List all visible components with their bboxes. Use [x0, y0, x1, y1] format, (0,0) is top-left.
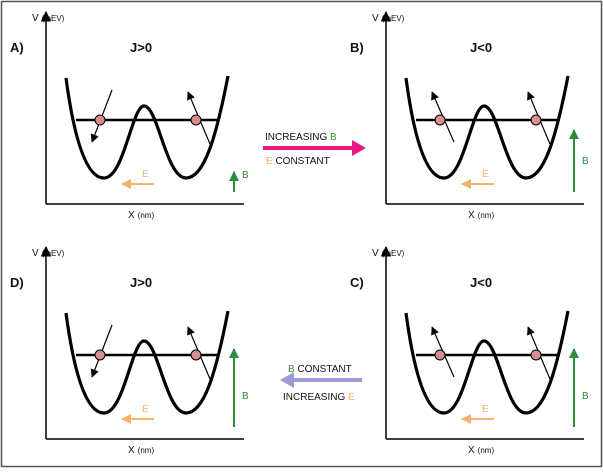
e-field-label: E: [482, 404, 489, 415]
x-axis-label: X (nm): [128, 210, 154, 221]
panel-label: C): [350, 275, 364, 290]
spin-left: [434, 349, 446, 361]
spin-right: [530, 349, 542, 361]
double-well-curve: [64, 310, 230, 415]
spin-left: [94, 349, 106, 361]
y-axis-label: V (mEV): [32, 248, 65, 259]
j-label: J<0: [470, 40, 492, 55]
transition-top: INCREASING B E CONSTANT: [263, 132, 366, 167]
transition-top-line1: INCREASING B: [265, 132, 337, 143]
pink-arrow-head: [352, 140, 366, 156]
purple-arrow-head: [280, 372, 294, 388]
double-well-curve: [64, 75, 230, 180]
e-field-label: E: [142, 169, 149, 180]
x-axis-label: X (nm): [468, 445, 494, 456]
panel-label: A): [10, 40, 24, 55]
panel-d: V (mEV) X (nm) D) J>0 E B: [10, 245, 249, 456]
panel-label: B): [350, 40, 364, 55]
spin-right: [190, 349, 202, 361]
y-axis-label: V (mEV): [32, 13, 65, 24]
j-label: J>0: [130, 40, 152, 55]
panel-a: V (mEV) X (nm) A) J>0 E B: [10, 10, 249, 221]
j-label: J>0: [130, 275, 152, 290]
e-field-label: E: [142, 404, 149, 415]
transition-top-line2: E CONSTANT: [266, 156, 330, 167]
b-field-label: B: [582, 391, 589, 402]
transition-bottom-line1: B CONSTANT: [288, 364, 352, 375]
e-field-label: E: [482, 169, 489, 180]
transition-bottom-line2: INCREASING E: [283, 392, 355, 403]
panel-b: V (mEV) X (nm) B) J<0 E B: [350, 10, 589, 221]
y-axis-label: V (mEV): [372, 248, 405, 259]
b-field-label: B: [242, 170, 249, 181]
j-label: J<0: [470, 275, 492, 290]
spin-left: [94, 114, 106, 126]
x-axis-label: X (nm): [128, 445, 154, 456]
double-well-curve: [404, 75, 570, 180]
spin-right: [190, 114, 202, 126]
panel-label: D): [10, 275, 24, 290]
spin-right: [530, 114, 542, 126]
double-well-curve: [404, 310, 570, 415]
transition-bottom: B CONSTANT INCREASING E: [280, 364, 362, 403]
b-field-label: B: [242, 391, 249, 402]
panel-c: V (mEV) X (nm) C) J<0 E B: [350, 245, 589, 456]
b-field-label: B: [582, 156, 589, 167]
y-axis-label: V (mEV): [372, 13, 405, 24]
spin-left: [434, 114, 446, 126]
x-axis-label: X (nm): [468, 210, 494, 221]
